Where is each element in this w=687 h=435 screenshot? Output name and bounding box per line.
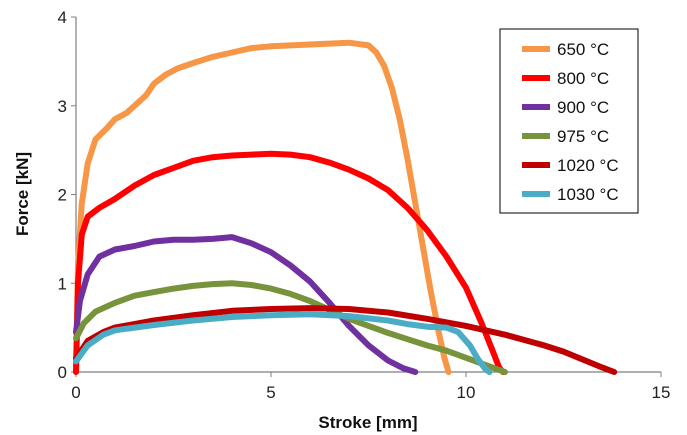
axes-layer: 0 1 2 3 4 0 5 10 15 [58, 8, 671, 402]
legend-label-3: 975 °C [557, 127, 609, 146]
legend-label-4: 1020 °C [557, 156, 619, 175]
x-tick-label: 15 [652, 383, 671, 402]
series-line-2 [73, 234, 419, 375]
legend-label-5: 1030 °C [557, 185, 619, 204]
series-layer [73, 39, 618, 375]
x-axis-title: Stroke [mm] [318, 413, 417, 432]
y-axis-title: Force [kN] [13, 152, 32, 236]
x-tick-label: 0 [71, 383, 80, 402]
legend-box [499, 28, 639, 214]
y-tick-label: 1 [58, 274, 67, 293]
series-line-1 [73, 150, 507, 375]
y-tick-label: 4 [58, 8, 67, 27]
legend: 650 °C 800 °C 900 °C 975 °C 1020 °C 1030 °C [499, 28, 639, 214]
legend-label-0: 650 °C [557, 40, 609, 59]
legend-label-2: 900 °C [557, 98, 609, 117]
series-line-0 [73, 39, 452, 375]
legend-label-1: 800 °C [557, 69, 609, 88]
x-tick-label: 10 [457, 383, 476, 402]
y-tick-label: 3 [58, 97, 67, 116]
y-tick-label: 2 [58, 186, 67, 205]
x-tick-label: 5 [266, 383, 275, 402]
series-line-3 [73, 280, 508, 375]
series-line-5 [73, 311, 493, 375]
y-tick-label: 0 [58, 363, 67, 382]
